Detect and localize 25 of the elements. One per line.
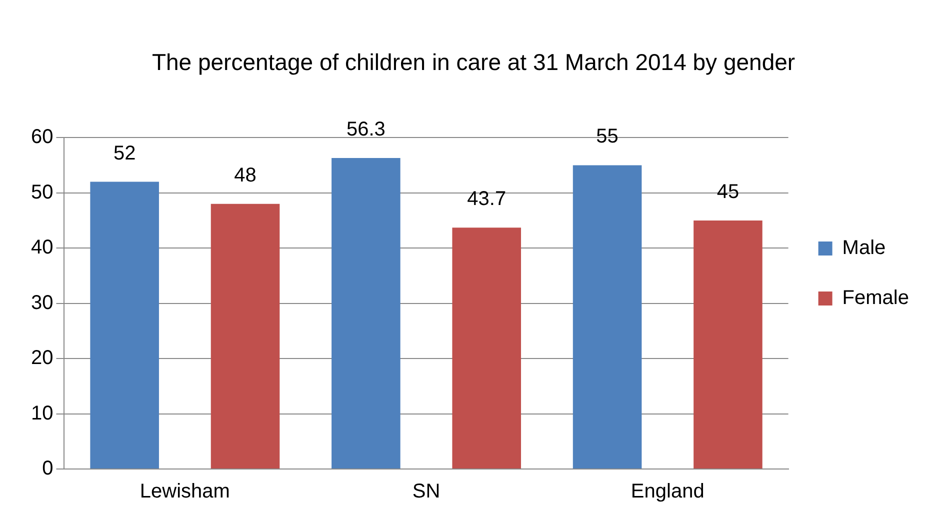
data-label: 55: [596, 126, 618, 148]
bar: [210, 204, 280, 468]
x-tick-label: Lewisham: [140, 480, 230, 503]
bar: [332, 158, 400, 468]
bar: [572, 165, 642, 468]
y-tick-label: 40: [30, 236, 54, 259]
data-label: 56.3: [346, 118, 386, 141]
data-label: 52: [113, 142, 136, 164]
y-tick-label: 0: [42, 458, 54, 480]
y-tick-label: 30: [30, 292, 54, 314]
data-label: 43.7: [467, 188, 506, 210]
data-label: 45: [716, 180, 740, 203]
legend-label: Female: [842, 287, 910, 310]
y-tick-label: 20: [30, 347, 54, 370]
bar: [90, 182, 159, 468]
x-tick-label: SN: [412, 480, 440, 503]
data-label: 48: [234, 164, 256, 186]
y-tick-label: 50: [30, 181, 54, 204]
bar: [694, 220, 762, 468]
x-tick-label: England: [630, 480, 704, 503]
legend-label: Male: [842, 237, 886, 260]
chart-title: The percentage of children in care at 31 March 2014 by gender: [152, 49, 796, 76]
y-tick-label: 60: [30, 126, 54, 148]
bar: [452, 228, 522, 468]
y-tick-label: 10: [30, 402, 54, 424]
